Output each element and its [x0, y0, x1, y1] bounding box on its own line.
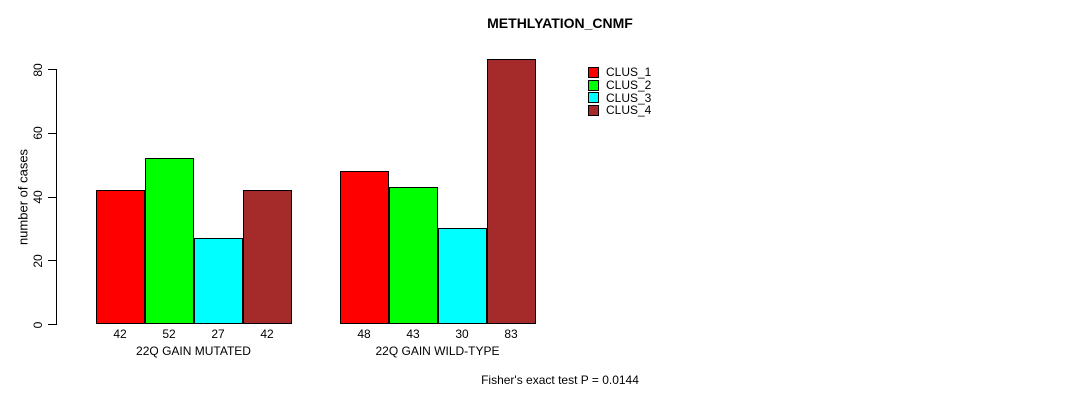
y-axis-tick-label: 0 [31, 321, 45, 328]
bar-value-label: 52 [162, 327, 176, 341]
bar-value-label: 42 [113, 327, 127, 341]
bar-value-label: 83 [504, 327, 518, 341]
legend-item: CLUS_1 [588, 65, 652, 80]
legend-label: CLUS_3 [606, 90, 652, 105]
bar-CLUS_1-group1 [95, 190, 145, 324]
y-axis-tick [48, 196, 56, 198]
x-group-label: 22Q GAIN WILD-TYPE [375, 344, 500, 358]
y-axis-tick [48, 324, 56, 325]
y-axis-tick [48, 260, 56, 262]
legend-label: CLUS_1 [606, 65, 652, 80]
legend-item: CLUS_4 [588, 103, 652, 118]
legend-item: CLUS_2 [588, 78, 652, 93]
legend-label: CLUS_2 [606, 78, 652, 93]
y-axis-tick-label: 60 [31, 126, 45, 140]
bar-CLUS_4-group1 [242, 190, 292, 324]
legend-color-swatch-CLUS_4 [588, 104, 599, 116]
bar-value-label: 30 [455, 327, 469, 341]
bar-value-label: 27 [211, 327, 225, 341]
y-axis-tick [48, 132, 56, 134]
bar-CLUS_2-group1 [144, 158, 194, 324]
bar-value-label: 43 [406, 327, 420, 341]
legend-item: CLUS_3 [588, 90, 652, 105]
legend-label: CLUS_4 [606, 103, 652, 118]
y-axis-tick [48, 69, 56, 70]
legend-color-swatch-CLUS_2 [588, 79, 599, 91]
legend-color-swatch-CLUS_3 [588, 92, 599, 104]
bar-CLUS_3-group2 [437, 228, 487, 324]
x-group-label: 22Q GAIN MUTATED [136, 344, 251, 358]
y-axis-line [56, 69, 57, 325]
y-axis-tick-label: 40 [31, 190, 45, 204]
legend-color-swatch-CLUS_1 [588, 66, 599, 78]
bar-value-label: 42 [260, 327, 274, 341]
legend: CLUS_1 CLUS_2 CLUS_3 CLUS_4 [588, 65, 652, 118]
chart-title: METHLYATION_CNMF [487, 15, 633, 31]
bar-CLUS_1-group2 [339, 171, 389, 324]
bar-CLUS_4-group2 [486, 59, 536, 324]
annotation-text: Fisher's exact test P = 0.0144 [481, 373, 639, 387]
y-axis-label: number of cases [15, 148, 31, 246]
bar-CLUS_3-group1 [193, 237, 243, 324]
y-axis-tick-label: 80 [31, 62, 45, 77]
bar-value-label: 48 [357, 327, 371, 341]
bar-CLUS_2-group2 [388, 186, 438, 324]
y-axis-tick-label: 20 [31, 254, 45, 268]
